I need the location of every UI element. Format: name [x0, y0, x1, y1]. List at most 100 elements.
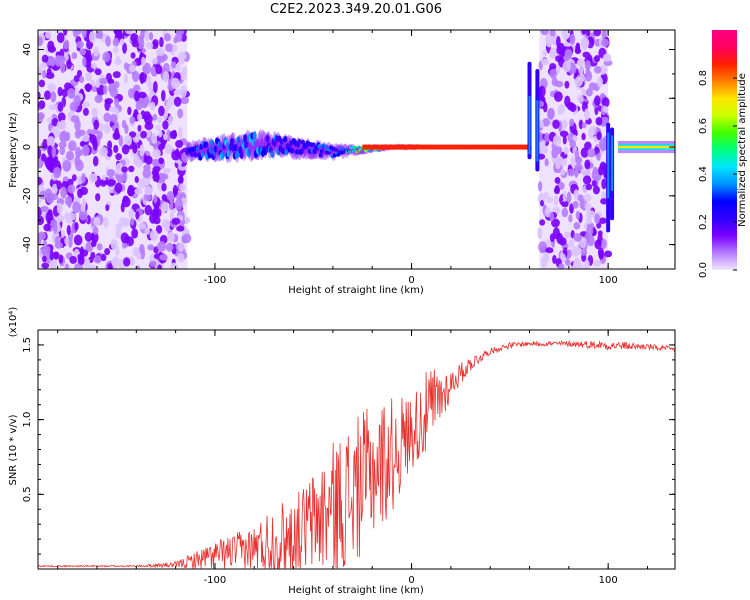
noise-blob	[135, 265, 141, 269]
noise-blob	[44, 90, 51, 100]
noise-blob	[162, 120, 169, 130]
noise-blob	[139, 72, 145, 85]
noise-blob	[154, 159, 159, 166]
noise-blob	[594, 55, 601, 63]
noise-blob	[151, 57, 158, 65]
signal-halo	[291, 142, 297, 160]
noise-blob	[584, 59, 592, 71]
noise-blob	[121, 144, 130, 155]
noise-blob	[593, 30, 602, 37]
noise-blob	[588, 127, 594, 139]
noise-blob	[563, 146, 569, 155]
noise-blob	[67, 184, 76, 194]
noise-blob	[106, 179, 116, 187]
noise-blob	[173, 36, 178, 44]
noise-blob	[127, 186, 133, 196]
noise-blob	[110, 238, 118, 250]
noise-blob	[76, 40, 84, 49]
noise-blob	[542, 118, 550, 127]
noise-blob	[115, 229, 123, 239]
noise-blob	[47, 40, 55, 52]
noise-blob	[71, 174, 77, 182]
spectrogram-x-axis-label: Height of straight line (km)	[288, 285, 424, 296]
noise-blob	[553, 91, 563, 102]
noise-blob	[584, 259, 590, 269]
noise-blob	[75, 159, 84, 172]
noise-blob	[552, 227, 560, 240]
signal-core	[204, 141, 209, 148]
noise-blob	[544, 132, 550, 143]
colorbar-label: Normalized spectral amplitude	[737, 73, 748, 227]
signal-halo	[320, 146, 326, 160]
signal-core	[317, 144, 322, 149]
noise-blob	[112, 37, 120, 47]
signal-spike-core	[528, 95, 531, 155]
noise-blob	[42, 69, 47, 79]
noise-blob	[552, 119, 560, 129]
noise-blob	[581, 122, 587, 129]
noise-blob	[42, 255, 47, 263]
snr-panel: -100 0 100 0.5 1.0 1.5 Height of straight li…	[8, 307, 676, 596]
noise-blob	[87, 54, 93, 62]
y-tick-label: 0	[22, 144, 33, 150]
noise-blob	[171, 217, 181, 225]
signal-core	[290, 147, 295, 154]
noise-blob	[573, 257, 582, 269]
noise-blob	[596, 152, 601, 161]
noise-blob	[40, 205, 49, 213]
noise-blob	[561, 30, 571, 40]
noise-blob	[581, 88, 587, 97]
noise-blob	[174, 198, 183, 211]
signal-core	[239, 151, 244, 159]
noise-blob	[81, 144, 90, 157]
x-tick-label: 100	[599, 575, 618, 586]
noise-blob	[120, 232, 129, 244]
signal-core	[193, 152, 198, 158]
noise-blob	[111, 256, 120, 269]
signal-core	[312, 149, 317, 155]
noise-blob	[93, 119, 100, 130]
noise-blob	[164, 33, 171, 42]
noise-blob	[123, 73, 129, 85]
noise-blob	[597, 247, 604, 258]
noise-blob	[90, 231, 99, 244]
noise-blob	[153, 205, 160, 215]
noise-blob	[92, 155, 99, 167]
noise-blob	[114, 127, 120, 140]
noise-blob	[151, 132, 158, 145]
noise-blob	[64, 196, 73, 206]
noise-blob	[144, 30, 150, 42]
signal-core	[334, 148, 339, 152]
noise-blob	[569, 139, 576, 148]
noise-blob	[50, 219, 58, 227]
noise-blob	[58, 254, 64, 264]
noise-blob	[38, 147, 42, 159]
noise-blob	[65, 150, 75, 161]
noise-blob	[130, 52, 136, 59]
noise-blob	[173, 89, 182, 96]
noise-blob	[54, 241, 63, 249]
noise-blob	[149, 260, 157, 267]
noise-blob	[84, 83, 93, 91]
noise-blob	[90, 62, 97, 69]
noise-blob	[152, 148, 161, 159]
noise-blob	[96, 78, 101, 89]
noise-blob	[576, 94, 584, 103]
spectrogram-y-ticks: -40 -20 0 20 40	[22, 43, 675, 253]
colorbar-tick-label: 0.2	[698, 214, 709, 230]
snr-series-line	[38, 339, 675, 569]
noise-blob	[115, 162, 124, 175]
noise-blob	[137, 124, 142, 132]
noise-blob	[578, 119, 584, 130]
noise-blob	[581, 30, 587, 35]
noise-blob	[114, 182, 123, 194]
noise-blob	[562, 190, 567, 203]
noise-blob	[76, 129, 86, 136]
noise-blob	[99, 122, 104, 133]
noise-blob	[139, 144, 145, 157]
noise-blob	[166, 190, 175, 201]
noise-blob	[552, 134, 562, 146]
noise-blob	[38, 176, 43, 186]
signal-core	[348, 149, 353, 153]
